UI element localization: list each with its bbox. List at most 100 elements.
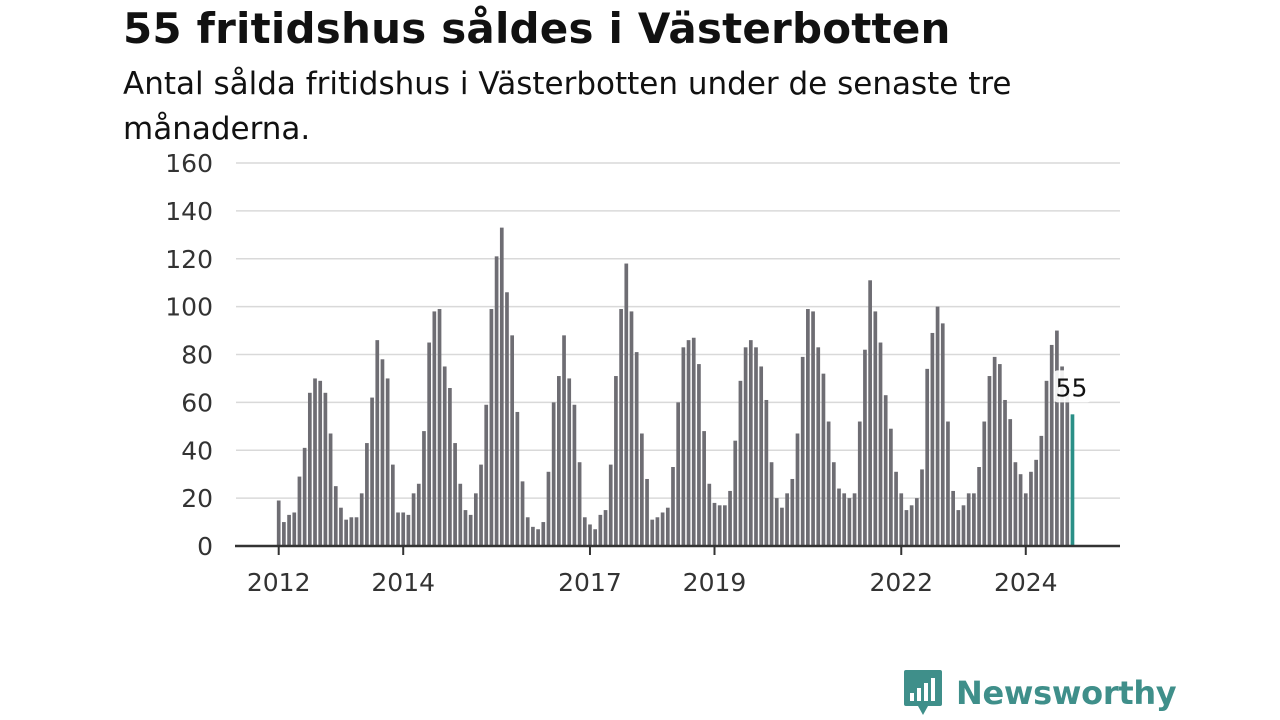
bar <box>354 517 359 546</box>
bar <box>795 433 800 546</box>
x-tick-label: 2019 <box>683 568 747 597</box>
bar <box>702 431 706 546</box>
bar <box>406 514 411 546</box>
x-tick-label: 2024 <box>994 568 1058 597</box>
brand-name: Newsworthy <box>956 674 1177 712</box>
x-tick-label: 2012 <box>247 568 311 597</box>
bar <box>691 337 696 546</box>
bar <box>411 493 416 546</box>
chart-subtitle: Antal sålda fritidshus i Västerbotten un… <box>123 66 1012 147</box>
y-axis-ticks: 0 20 40 60 80 100 120 140 160 <box>165 149 213 561</box>
bar <box>743 347 748 546</box>
bar <box>489 309 494 546</box>
bar <box>754 347 758 546</box>
bar <box>562 335 566 546</box>
bar <box>1049 344 1054 546</box>
highlight-label-bg <box>1053 370 1092 403</box>
bar <box>977 467 981 546</box>
bar <box>857 421 862 546</box>
bar <box>416 483 421 546</box>
bar <box>686 340 691 546</box>
bar <box>536 529 540 546</box>
highlight-annotation: 55 <box>1053 370 1092 403</box>
y-tick-label: 40 <box>181 436 213 465</box>
bar <box>956 510 961 546</box>
bar <box>972 493 976 546</box>
bar <box>914 498 919 546</box>
bar <box>582 517 587 546</box>
bar <box>733 440 738 546</box>
bar <box>603 510 608 546</box>
bar <box>499 227 504 546</box>
bar <box>780 507 784 546</box>
y-tick-label: 100 <box>165 293 213 322</box>
bar <box>1023 493 1028 546</box>
brand-logo: Newsworthy <box>902 668 1177 718</box>
bar <box>935 306 940 546</box>
bar <box>883 395 888 546</box>
bar <box>339 507 343 546</box>
bar <box>769 462 774 546</box>
bar <box>920 469 924 546</box>
bar <box>494 256 499 546</box>
bar <box>909 505 914 546</box>
bar <box>333 486 338 546</box>
x-tick-label: 2022 <box>869 568 933 597</box>
bar <box>608 464 613 546</box>
bar <box>940 323 945 546</box>
bar <box>1034 459 1038 546</box>
bar <box>790 478 795 546</box>
bar <box>287 514 291 546</box>
bar <box>650 519 655 546</box>
bar <box>531 526 535 546</box>
bar <box>997 364 1002 546</box>
bar <box>966 493 971 546</box>
highlight-bar <box>1070 414 1075 546</box>
bar <box>318 380 323 546</box>
bar <box>873 311 878 546</box>
bar <box>396 512 400 546</box>
bar <box>557 376 561 546</box>
bar <box>655 517 660 546</box>
bar <box>614 376 618 546</box>
bar <box>463 510 468 546</box>
bar <box>1055 330 1059 546</box>
bar <box>717 505 722 546</box>
bar <box>525 517 530 546</box>
bar <box>520 481 525 546</box>
bar <box>546 471 551 546</box>
bar <box>1044 380 1049 546</box>
newsworthy-logo-icon <box>904 670 942 715</box>
bar <box>624 263 629 546</box>
bar <box>1013 462 1018 546</box>
bar <box>826 421 831 546</box>
bar <box>1039 435 1044 546</box>
x-tick-label: 2014 <box>371 568 435 597</box>
bar <box>468 514 473 546</box>
bar <box>365 443 369 546</box>
y-tick-label: 140 <box>165 197 213 226</box>
bar <box>665 507 670 546</box>
y-tick-label: 120 <box>165 245 213 274</box>
bar <box>863 349 867 546</box>
bar <box>707 483 712 546</box>
x-axis-ticks: 2012 2014 2017 2019 2022 2024 <box>247 546 1058 597</box>
bar <box>660 512 665 546</box>
bar <box>785 493 789 546</box>
y-tick-label: 0 <box>197 532 213 561</box>
bar <box>505 292 509 546</box>
bar <box>349 517 354 546</box>
bar <box>831 462 836 546</box>
bar <box>479 464 483 546</box>
bar <box>852 493 857 546</box>
bar <box>385 378 390 546</box>
bar <box>842 493 847 546</box>
bar <box>634 352 639 546</box>
bar <box>894 471 898 546</box>
bar <box>473 493 478 546</box>
bar <box>951 490 955 546</box>
bar <box>987 376 992 546</box>
bar <box>328 433 333 546</box>
bar <box>837 488 841 546</box>
bar <box>889 428 893 546</box>
